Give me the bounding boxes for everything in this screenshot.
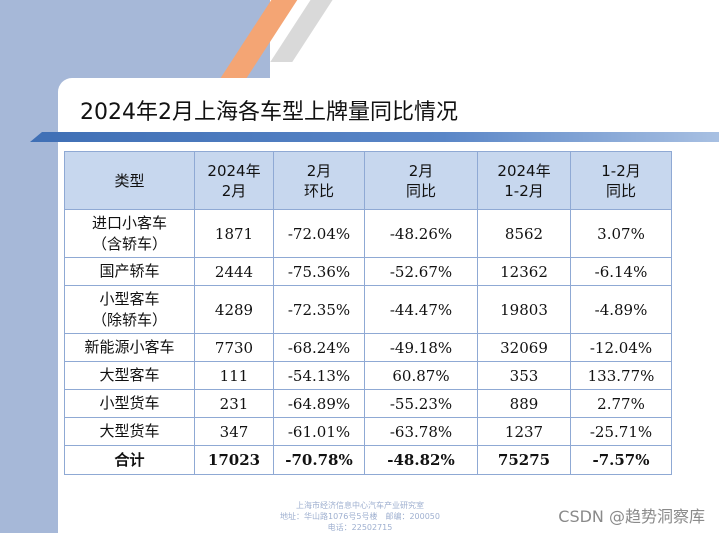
table-cell: 12362 (477, 257, 571, 286)
table-cell: 32069 (477, 333, 571, 362)
total-cell: -70.78% (273, 445, 365, 475)
table-cell: 347 (194, 417, 274, 446)
table-cell: -63.78% (364, 417, 478, 446)
table-total-row: 合计 17023 -70.78% -48.82% 75275 -7.57% (64, 445, 672, 475)
table-cell: 133.77% (570, 361, 672, 390)
table-cell: 1237 (477, 417, 571, 446)
row-label: 大型客车 (64, 361, 195, 390)
table-cell: -12.04% (570, 333, 672, 362)
header-feb-2024: 2024年 2月 (194, 151, 274, 210)
row-label-line: 小型客车 (99, 289, 160, 308)
header-line: 环比 (303, 181, 334, 200)
table-cell: -52.67% (364, 257, 478, 286)
header-line: 同比 (405, 181, 436, 200)
table-cell: 231 (194, 389, 274, 418)
table-row: 大型货车 347 -61.01% -63.78% 1237 -25.71% (64, 417, 672, 446)
header-line: 2024年 (497, 161, 551, 180)
background-top-area (270, 0, 719, 78)
header-line: 1-2月 (601, 161, 641, 180)
header-line: 类型 (114, 171, 145, 190)
header-line: 1-2月 (504, 181, 544, 200)
table-cell: -75.36% (273, 257, 365, 286)
row-label-line: （含轿车） (91, 234, 167, 253)
footer-org: 上海市经济信息中心汽车产业研究室 (296, 501, 424, 510)
table-cell: -72.35% (273, 285, 365, 334)
row-label: 小型客车 （除轿车） (64, 285, 195, 334)
table-cell: 889 (477, 389, 571, 418)
table-row: 新能源小客车 7730 -68.24% -49.18% 32069 -12.04… (64, 333, 672, 362)
header-line: 2月 (221, 181, 247, 200)
table-cell: -64.89% (273, 389, 365, 418)
table-row: 小型客车 （除轿车） 4289 -72.35% -44.47% 19803 -4… (64, 285, 672, 334)
header-jan-feb-2024: 2024年 1-2月 (477, 151, 571, 210)
page-title: 2024年2月上海各车型上牌量同比情况 (80, 100, 458, 125)
table-cell: -48.26% (364, 209, 478, 258)
table-cell: 7730 (194, 333, 274, 362)
row-label: 进口小客车 （含轿车） (64, 209, 195, 258)
table-header-row: 类型 2024年 2月 2月 环比 2月 同比 2024年 1-2月 1-2月 … (64, 151, 672, 210)
table-cell: -49.18% (364, 333, 478, 362)
row-label-line: （除轿车） (91, 310, 167, 329)
title-underline-bar (30, 132, 719, 142)
data-table: 类型 2024年 2月 2月 环比 2月 同比 2024年 1-2月 1-2月 … (64, 151, 672, 475)
total-cell: -7.57% (570, 445, 672, 475)
footer-info: 上海市经济信息中心汽车产业研究室 地址：华山路1076号5号楼 邮编：20005… (240, 500, 480, 533)
table-cell: -4.89% (570, 285, 672, 334)
table-cell: 353 (477, 361, 571, 390)
table-cell: 1871 (194, 209, 274, 258)
table-cell: 60.87% (364, 361, 478, 390)
table-cell: 111 (194, 361, 274, 390)
header-line: 2月 (408, 161, 434, 180)
table-row: 小型货车 231 -64.89% -55.23% 889 2.77% (64, 389, 672, 418)
row-label-line: 进口小客车 (91, 213, 167, 232)
header-feb-mom: 2月 环比 (273, 151, 365, 210)
footer-address: 地址：华山路1076号5号楼 邮编：200050 (280, 512, 440, 521)
table-cell: -44.47% (364, 285, 478, 334)
total-cell: 75275 (477, 445, 571, 475)
table-cell: 2.77% (570, 389, 672, 418)
table-cell: -25.71% (570, 417, 672, 446)
table-cell: 8562 (477, 209, 571, 258)
table-cell: 4289 (194, 285, 274, 334)
table-cell: -54.13% (273, 361, 365, 390)
table-row: 大型客车 111 -54.13% 60.87% 353 133.77% (64, 361, 672, 390)
watermark-text: CSDN @趋势洞察库 (558, 507, 705, 526)
table-cell: -61.01% (273, 417, 365, 446)
table-cell: -72.04% (273, 209, 365, 258)
header-line: 2024年 (207, 161, 261, 180)
row-label: 小型货车 (64, 389, 195, 418)
table-cell: -6.14% (570, 257, 672, 286)
table-row: 国产轿车 2444 -75.36% -52.67% 12362 -6.14% (64, 257, 672, 286)
table-cell: -68.24% (273, 333, 365, 362)
header-feb-yoy: 2月 同比 (364, 151, 478, 210)
footer-phone: 电话：22502715 (327, 523, 393, 532)
row-label: 国产轿车 (64, 257, 195, 286)
total-cell: -48.82% (364, 445, 478, 475)
table-row: 进口小客车 （含轿车） 1871 -72.04% -48.26% 8562 3.… (64, 209, 672, 258)
header-line: 2月 (306, 161, 332, 180)
total-label: 合计 (64, 445, 195, 475)
table-cell: 2444 (194, 257, 274, 286)
table-cell: -55.23% (364, 389, 478, 418)
row-label: 大型货车 (64, 417, 195, 446)
header-line: 同比 (605, 181, 636, 200)
total-cell: 17023 (194, 445, 274, 475)
table-cell: 19803 (477, 285, 571, 334)
header-jan-feb-yoy: 1-2月 同比 (570, 151, 672, 210)
header-type: 类型 (64, 151, 195, 210)
row-label: 新能源小客车 (64, 333, 195, 362)
table-cell: 3.07% (570, 209, 672, 258)
